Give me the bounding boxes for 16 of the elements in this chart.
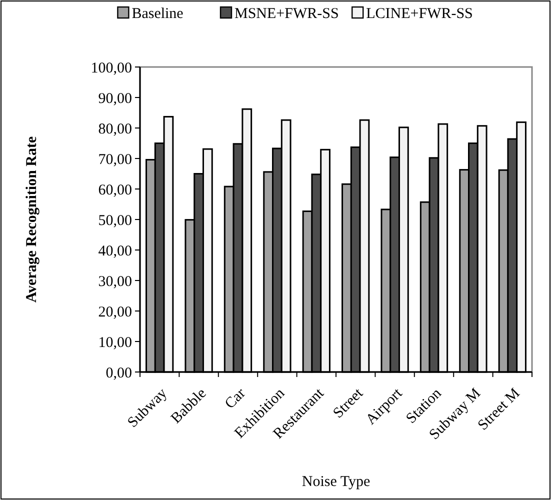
- legend-label: LCINE+FWR-SS: [366, 6, 473, 22]
- y-tick-label: 30,00: [98, 274, 132, 290]
- y-tick-label: 50,00: [98, 212, 132, 229]
- y-tick-label: 40,00: [98, 243, 132, 260]
- y-tick-label: 70,00: [98, 152, 132, 168]
- y-tick-label: 80,00: [98, 121, 132, 138]
- y-tick-label: 90,00: [98, 90, 132, 107]
- y-tick-label: 0,00: [106, 365, 132, 382]
- y-tick-label: 100,00: [90, 60, 132, 76]
- legend-label: Baseline: [132, 6, 184, 22]
- y-tick-label: 10,00: [98, 334, 132, 351]
- y-axis-title: Average Recognition Rate: [24, 136, 40, 303]
- y-tick-label: 60,00: [98, 182, 132, 198]
- x-axis-title: Noise Type: [302, 474, 370, 490]
- legend-label: MSNE+FWR-SS: [234, 6, 339, 22]
- y-tick-label: 20,00: [98, 304, 132, 320]
